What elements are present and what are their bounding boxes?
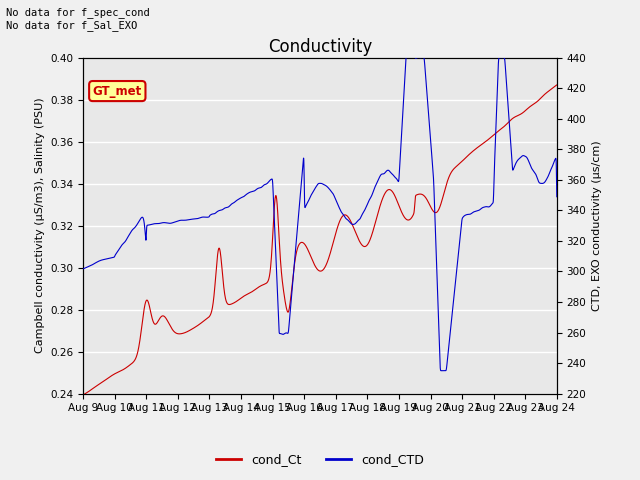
Title: Conductivity: Conductivity (268, 38, 372, 56)
Text: GT_met: GT_met (93, 84, 142, 97)
Legend: cond_Ct, cond_CTD: cond_Ct, cond_CTD (211, 448, 429, 471)
Text: No data for f_spec_cond
No data for f_Sal_EXO: No data for f_spec_cond No data for f_Sa… (6, 7, 150, 31)
Y-axis label: CTD, EXO conductivity (μs/cm): CTD, EXO conductivity (μs/cm) (592, 140, 602, 311)
Y-axis label: Campbell conductivity (μS/m3), Salinity (PSU): Campbell conductivity (μS/m3), Salinity … (35, 98, 45, 353)
